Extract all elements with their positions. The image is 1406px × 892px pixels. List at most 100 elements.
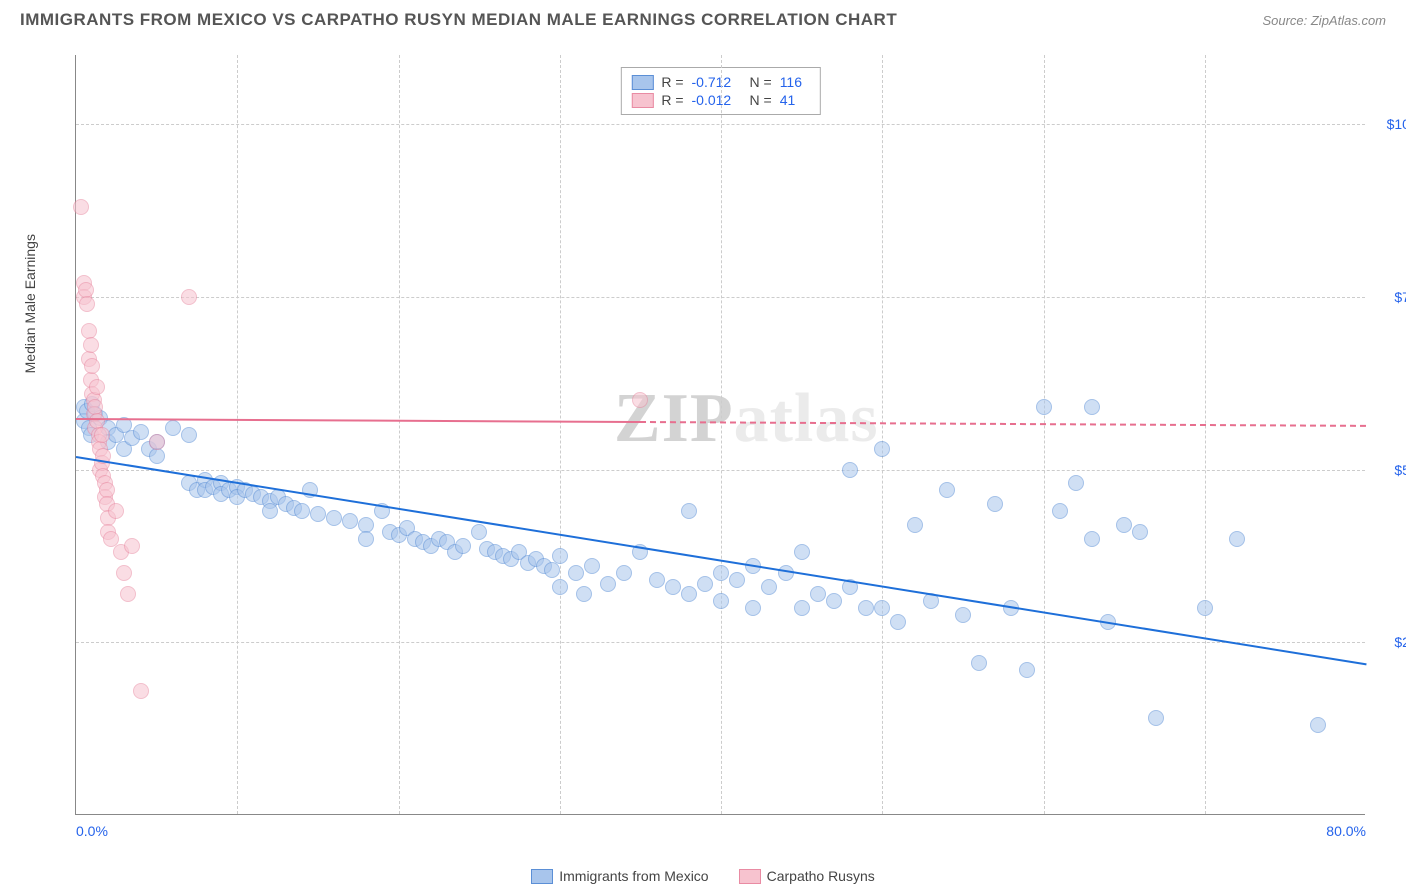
data-point	[576, 586, 592, 602]
data-point	[713, 593, 729, 609]
y-tick-label: $50,000	[1375, 462, 1406, 478]
legend-label: Carpatho Rusyns	[767, 868, 875, 884]
y-axis-title: Median Male Earnings	[22, 234, 38, 373]
data-point	[697, 576, 713, 592]
plot-area: ZIPatlas R =-0.712N =116R =-0.012N =41 $…	[75, 55, 1365, 815]
data-point	[971, 655, 987, 671]
x-tick-label: 80.0%	[1326, 823, 1366, 839]
legend-item: Carpatho Rusyns	[739, 868, 875, 884]
data-point	[826, 593, 842, 609]
stat-r-value: -0.712	[692, 74, 742, 90]
data-point	[616, 565, 632, 581]
data-point	[165, 420, 181, 436]
legend-swatch	[739, 869, 761, 884]
gridline-v	[399, 55, 400, 814]
data-point	[745, 600, 761, 616]
stat-r-label: R =	[661, 92, 683, 108]
data-point	[1229, 531, 1245, 547]
stat-n-value: 116	[780, 74, 810, 90]
data-point	[83, 337, 99, 353]
data-point	[874, 600, 890, 616]
data-point	[1036, 399, 1052, 415]
data-point	[584, 558, 600, 574]
legend-swatch	[531, 869, 553, 884]
x-tick-label: 0.0%	[76, 823, 108, 839]
data-point	[544, 562, 560, 578]
data-point	[1132, 524, 1148, 540]
data-point	[326, 510, 342, 526]
data-point	[455, 538, 471, 554]
data-point	[907, 517, 923, 533]
data-point	[73, 199, 89, 215]
data-point	[124, 538, 140, 554]
stat-n-label: N =	[750, 74, 772, 90]
data-point	[955, 607, 971, 623]
data-point	[890, 614, 906, 630]
gridline-v	[1205, 55, 1206, 814]
data-point	[1019, 662, 1035, 678]
data-point	[262, 503, 278, 519]
data-point	[713, 565, 729, 581]
data-point	[842, 462, 858, 478]
data-point	[116, 565, 132, 581]
data-point	[552, 548, 568, 564]
data-point	[778, 565, 794, 581]
legend: Immigrants from Mexico Carpatho Rusyns	[0, 868, 1406, 884]
chart-container: Median Male Earnings ZIPatlas R =-0.712N…	[60, 45, 1380, 825]
data-point	[181, 289, 197, 305]
data-point	[310, 506, 326, 522]
data-point	[939, 482, 955, 498]
data-point	[79, 296, 95, 312]
gridline-v	[1044, 55, 1045, 814]
stat-r-label: R =	[661, 74, 683, 90]
data-point	[1084, 531, 1100, 547]
data-point	[874, 441, 890, 457]
data-point	[794, 544, 810, 560]
data-point	[987, 496, 1003, 512]
y-tick-label: $100,000	[1375, 116, 1406, 132]
data-point	[794, 600, 810, 616]
y-tick-label: $25,000	[1375, 634, 1406, 650]
data-point	[1068, 475, 1084, 491]
chart-title: IMMIGRANTS FROM MEXICO VS CARPATHO RUSYN…	[20, 10, 897, 30]
stat-r-value: -0.012	[692, 92, 742, 108]
data-point	[729, 572, 745, 588]
data-point	[810, 586, 826, 602]
trend-line	[76, 418, 640, 423]
gridline-v	[560, 55, 561, 814]
y-tick-label: $75,000	[1375, 289, 1406, 305]
data-point	[181, 427, 197, 443]
legend-label: Immigrants from Mexico	[559, 868, 708, 884]
data-point	[120, 586, 136, 602]
data-point	[1116, 517, 1132, 533]
stat-n-value: 41	[780, 92, 810, 108]
data-point	[858, 600, 874, 616]
watermark-prefix: ZIP	[614, 380, 734, 457]
stat-n-label: N =	[750, 92, 772, 108]
data-point	[471, 524, 487, 540]
data-point	[552, 579, 568, 595]
gridline-v	[721, 55, 722, 814]
data-point	[649, 572, 665, 588]
trend-line	[640, 421, 1366, 427]
data-point	[133, 683, 149, 699]
data-point	[761, 579, 777, 595]
data-point	[1197, 600, 1213, 616]
data-point	[568, 565, 584, 581]
data-point	[681, 503, 697, 519]
data-point	[94, 427, 110, 443]
data-point	[632, 392, 648, 408]
gridline-v	[882, 55, 883, 814]
data-point	[1310, 717, 1326, 733]
data-point	[294, 503, 310, 519]
data-point	[149, 434, 165, 450]
data-point	[665, 579, 681, 595]
data-point	[1052, 503, 1068, 519]
source-credit: Source: ZipAtlas.com	[1262, 13, 1386, 28]
legend-swatch	[631, 93, 653, 108]
legend-item: Immigrants from Mexico	[531, 868, 708, 884]
gridline-v	[237, 55, 238, 814]
data-point	[133, 424, 149, 440]
legend-swatch	[631, 75, 653, 90]
data-point	[89, 379, 105, 395]
